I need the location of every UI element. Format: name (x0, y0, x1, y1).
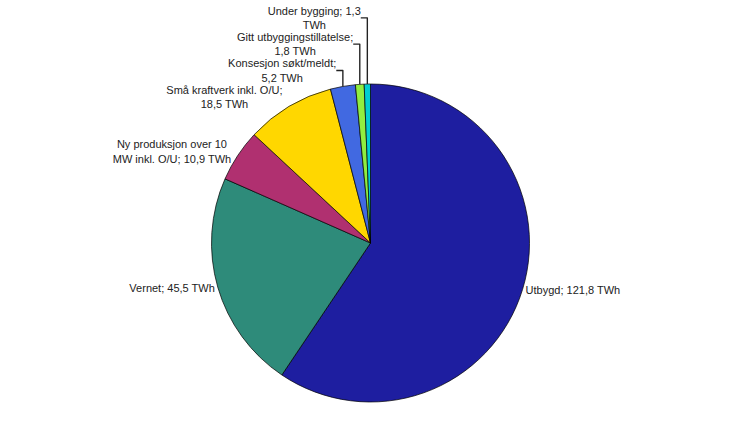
svg-text:Utbygd; 121,8 TWh: Utbygd; 121,8 TWh (526, 284, 621, 296)
svg-text:Gitt utbyggingstillatelse;1,8: Gitt utbyggingstillatelse;1,8 TWh (237, 31, 353, 57)
svg-text:Konsesjon søkt/meldt;5,2 TWh: Konsesjon søkt/meldt;5,2 TWh (228, 57, 336, 83)
svg-text:Under bygging; 1,3TWh: Under bygging; 1,3TWh (268, 5, 361, 31)
svg-text:Vernet; 45,5 TWh: Vernet; 45,5 TWh (129, 282, 214, 294)
svg-text:Små kraftverk inkl. O/U;18,5 T: Små kraftverk inkl. O/U;18,5 TWh (166, 84, 282, 110)
svg-text:Ny produksjon over 10MW inkl.: Ny produksjon over 10MW inkl. O/U; 10,9 … (113, 138, 231, 164)
